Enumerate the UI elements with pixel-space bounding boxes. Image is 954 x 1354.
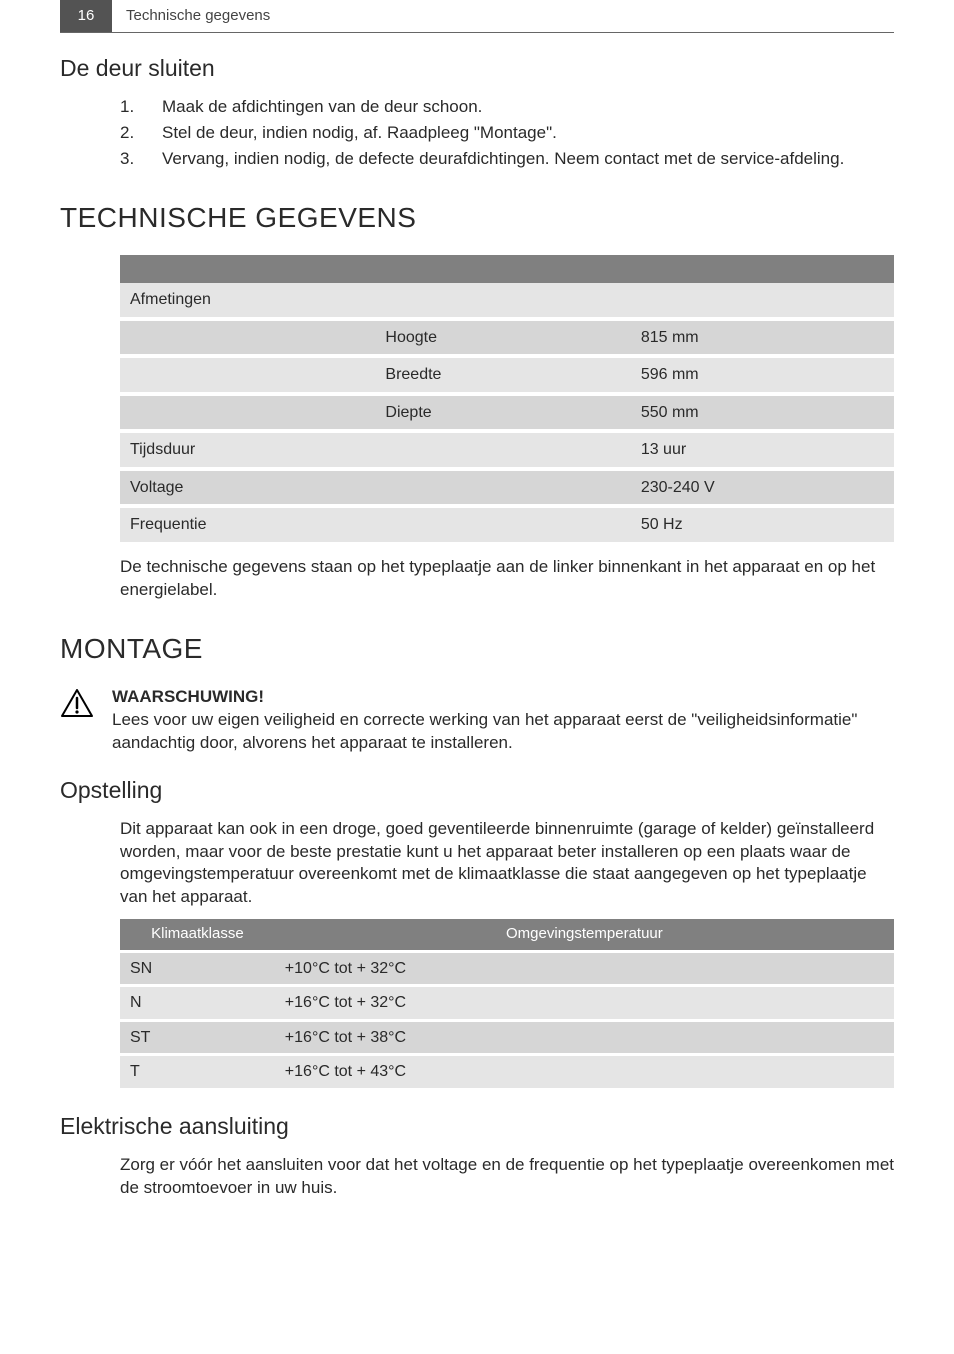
table-header-cell: Klimaatklasse	[120, 919, 275, 951]
close-door-steps: 1.Maak de afdichtingen van de deur schoo…	[120, 96, 894, 171]
table-cell: SN	[120, 951, 275, 986]
table-cell: +16°C tot + 38°C	[275, 1020, 894, 1055]
table-cell: Hoogte	[375, 319, 630, 357]
table-row: Frequentie 50 Hz	[120, 506, 894, 544]
table-cell: 230-240 V	[631, 469, 894, 507]
table-cell	[631, 283, 894, 319]
tech-specs-table: AfmetingenHoogte815 mmBreedte596 mmDiept…	[120, 255, 894, 546]
warning-block: WAARSCHUWING! Lees voor uw eigen veiligh…	[60, 686, 894, 755]
table-header-row	[120, 255, 894, 283]
table-cell: 596 mm	[631, 356, 894, 394]
table-cell	[375, 283, 630, 319]
section-heading-tech: TECHNISCHE GEGEVENS	[60, 199, 894, 237]
tech-note: De technische gegevens staan op het type…	[120, 556, 894, 602]
list-item: 1.Maak de afdichtingen van de deur schoo…	[120, 96, 894, 119]
list-item-number: 3.	[120, 148, 162, 171]
table-cell: Breedte	[375, 356, 630, 394]
table-header-cell	[120, 255, 375, 283]
table-row: Breedte596 mm	[120, 356, 894, 394]
table-cell: Tijdsduur	[120, 431, 375, 469]
table-cell: +10°C tot + 32°C	[275, 951, 894, 986]
list-item: 3.Vervang, indien nodig, de defecte deur…	[120, 148, 894, 171]
table-cell: Diepte	[375, 394, 630, 432]
climate-table: Klimaatklasse Omgevingstemperatuur SN+10…	[120, 919, 894, 1091]
table-cell	[120, 394, 375, 432]
table-header-cell	[631, 255, 894, 283]
table-cell: 550 mm	[631, 394, 894, 432]
table-cell: ST	[120, 1020, 275, 1055]
warning-body: Lees voor uw eigen veiligheid en correct…	[112, 710, 857, 752]
section-heading-close-door: De deur sluiten	[60, 53, 894, 84]
table-cell	[375, 469, 630, 507]
table-cell: 13 uur	[631, 431, 894, 469]
table-row: T+16°C tot + 43°C	[120, 1055, 894, 1090]
page-content: De deur sluiten 1.Maak de afdichtingen v…	[0, 53, 954, 1250]
table-cell	[375, 431, 630, 469]
page-header: 16 Technische gegevens	[60, 0, 894, 33]
table-row: Voltage 230-240 V	[120, 469, 894, 507]
page-number: 16	[60, 0, 112, 32]
table-header-cell: Omgevingstemperatuur	[275, 919, 894, 951]
table-cell: +16°C tot + 43°C	[275, 1055, 894, 1090]
table-cell: T	[120, 1055, 275, 1090]
table-row: ST+16°C tot + 38°C	[120, 1020, 894, 1055]
table-row: Afmetingen	[120, 283, 894, 319]
elektrisch-text: Zorg er vóór het aansluiten voor dat het…	[120, 1154, 894, 1200]
section-heading-opstelling: Opstelling	[60, 775, 894, 806]
table-cell: +16°C tot + 32°C	[275, 986, 894, 1021]
opstelling-intro: Dit apparaat kan ook in een droge, goed …	[120, 818, 894, 910]
warning-icon	[60, 688, 94, 725]
section-heading-montage: MONTAGE	[60, 630, 894, 668]
list-item-text: Vervang, indien nodig, de defecte deuraf…	[162, 148, 844, 171]
table-cell: 50 Hz	[631, 506, 894, 544]
list-item: 2.Stel de deur, indien nodig, af. Raadpl…	[120, 122, 894, 145]
warning-label: WAARSCHUWING!	[112, 687, 264, 706]
table-cell	[120, 319, 375, 357]
table-cell	[120, 356, 375, 394]
table-cell: 815 mm	[631, 319, 894, 357]
table-header-cell	[375, 255, 630, 283]
table-row: N+16°C tot + 32°C	[120, 986, 894, 1021]
list-item-text: Stel de deur, indien nodig, af. Raadplee…	[162, 122, 557, 145]
table-cell: Afmetingen	[120, 283, 375, 319]
warning-text: WAARSCHUWING! Lees voor uw eigen veiligh…	[112, 686, 894, 755]
table-cell: Frequentie	[120, 506, 375, 544]
table-cell: Voltage	[120, 469, 375, 507]
table-cell: N	[120, 986, 275, 1021]
list-item-number: 1.	[120, 96, 162, 119]
list-item-text: Maak de afdichtingen van de deur schoon.	[162, 96, 482, 119]
page-section-title: Technische gegevens	[112, 0, 284, 32]
table-row: Tijdsduur 13 uur	[120, 431, 894, 469]
table-header-row: Klimaatklasse Omgevingstemperatuur	[120, 919, 894, 951]
table-row: Hoogte815 mm	[120, 319, 894, 357]
table-row: Diepte550 mm	[120, 394, 894, 432]
list-item-number: 2.	[120, 122, 162, 145]
table-row: SN+10°C tot + 32°C	[120, 951, 894, 986]
table-cell	[375, 506, 630, 544]
section-heading-elektrisch: Elektrische aansluiting	[60, 1111, 894, 1142]
